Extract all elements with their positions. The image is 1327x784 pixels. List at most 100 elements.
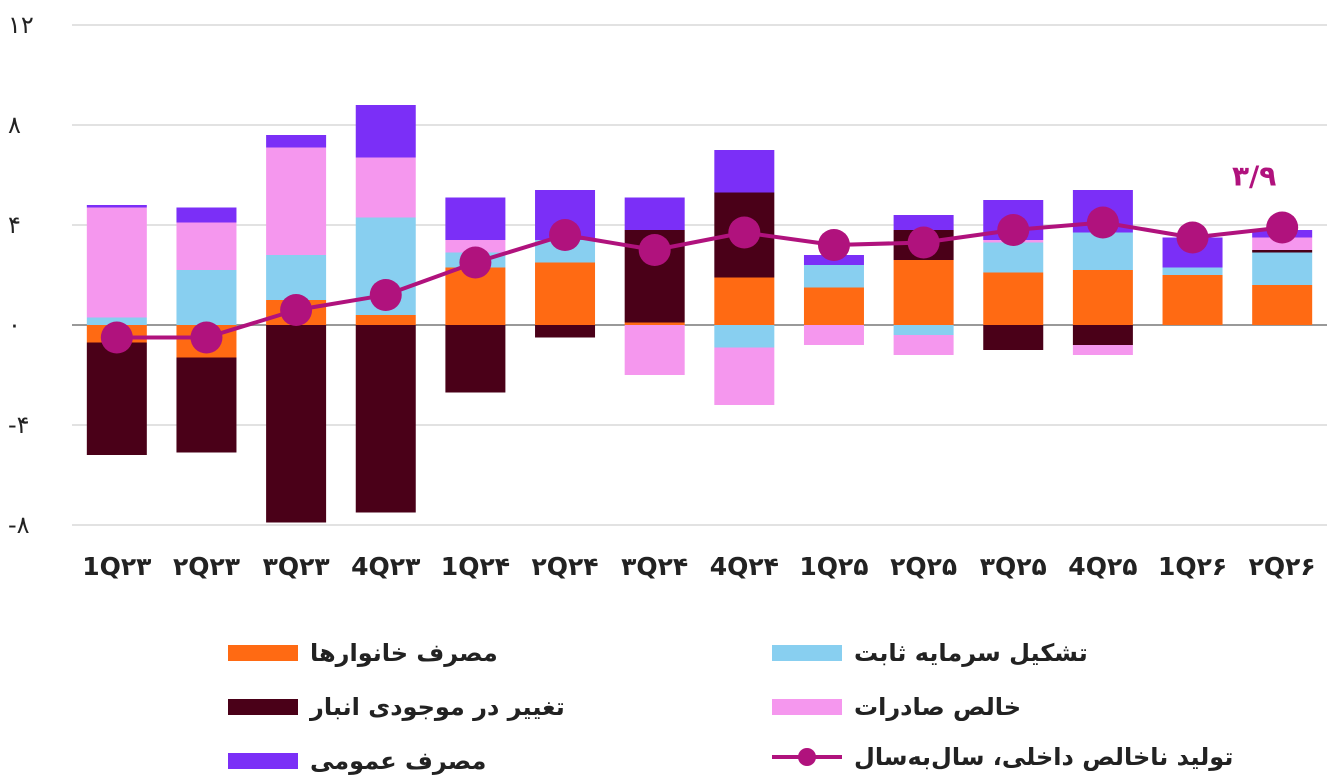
bar-segment: [983, 272, 1044, 325]
bar-segment: [86, 205, 147, 208]
bar-segment: [1072, 345, 1133, 355]
gdp-point: [1086, 206, 1119, 239]
bar-segment: [176, 207, 237, 223]
gdp-point: [549, 219, 582, 251]
bar-segment: [1252, 252, 1313, 285]
gdp-point: [817, 229, 850, 261]
bar-segment: [1252, 285, 1313, 325]
data-label: ۳/۹: [1232, 160, 1276, 193]
gdp-point: [907, 226, 940, 259]
bar-segment: [266, 255, 327, 300]
bar-segment: [893, 215, 954, 230]
gdp-point: [100, 321, 133, 354]
legend-swatch: [228, 699, 298, 715]
gdp-point: [1266, 211, 1299, 244]
legend-item-household-consumption: مصرف خانوارها: [228, 639, 498, 667]
x-tick-label: 4Q۲۴: [710, 552, 779, 581]
x-tick-label: ۲Q۲۴: [532, 552, 599, 581]
legend-item-fixed-capital: تشکیل سرمایه ثابت: [772, 639, 1088, 667]
chart-plot: -۸ -۴ ۰ ۴ ۸ ۱۲ 1Q۲۳ ۲Q۲۳ ۳Q۲۳ 4Q۲۳ 1Q۲۴ ۲Q۲۴ ۳Q۲۴ 4Q۲…: [8, 11, 1327, 581]
x-tick-label: ۲Q۲۵: [890, 552, 957, 581]
legend-line-marker: [772, 745, 842, 769]
legend-label: مصرف عمومی: [310, 747, 487, 775]
bar-segment: [803, 265, 864, 288]
legend-label: تشکیل سرمایه ثابت: [854, 639, 1088, 667]
x-tick-label: ۳Q۲۳: [263, 552, 330, 581]
bar-segment: [1162, 267, 1223, 275]
bar-segment: [714, 347, 775, 405]
x-tick-label: 4Q۲۳: [351, 552, 420, 581]
bar-segment: [86, 317, 147, 325]
bar-segment: [624, 322, 685, 325]
bar-segment: [535, 240, 596, 263]
bar-segment: [1252, 237, 1313, 250]
x-tick-label: 1Q۲۳: [82, 552, 151, 581]
bar-segment: [803, 287, 864, 325]
gdp-point: [190, 321, 223, 354]
gdp-point: [280, 294, 313, 326]
bar-segment: [1072, 270, 1133, 325]
bar-segment: [624, 325, 685, 375]
bar-segment: [176, 222, 237, 270]
gdp-point: [728, 216, 761, 249]
bar-segment: [1252, 250, 1313, 253]
bar-segment: [86, 342, 147, 455]
gdp-point: [1176, 221, 1209, 254]
bar-segment: [893, 325, 954, 335]
bar-segment: [445, 240, 506, 253]
bar-segment: [983, 325, 1044, 350]
legend-label: تغییر در موجودی انبار: [310, 693, 565, 721]
x-tick-label: 1Q۲۶: [1158, 552, 1227, 581]
x-tick-label: ۲Q۲۳: [173, 552, 240, 581]
x-tick-label: ۲Q۲۶: [1249, 552, 1316, 581]
bar-segment: [445, 325, 506, 393]
bar-segment: [1072, 325, 1133, 345]
legend-swatch: [228, 753, 298, 769]
chart-legend: مصرف خانوارها تغییر در موجودی انبار مصرف…: [0, 625, 1327, 784]
bar-segment: [714, 150, 775, 193]
bar-segment: [445, 197, 506, 240]
legend-label: خالص صادرات: [854, 693, 1022, 721]
bar-segment: [266, 135, 327, 148]
bar-segment: [355, 325, 416, 513]
bar-segment: [355, 157, 416, 218]
legend-item-government-consumption: مصرف عمومی: [228, 747, 486, 775]
x-tick-label: 1Q۲۴: [441, 552, 510, 581]
bar-segment: [535, 325, 596, 338]
bar-segment: [535, 262, 596, 325]
legend-label: مصرف خانوارها: [310, 639, 498, 667]
bar-segment: [624, 197, 685, 230]
legend-swatch: [772, 699, 842, 715]
legend-item-gdp-line: تولید ناخالص داخلی، سال‌به‌سال: [772, 743, 1233, 771]
y-tick-label: ۸: [8, 111, 21, 139]
y-tick-label: -۸: [8, 511, 30, 539]
y-tick-label: ۴: [8, 211, 21, 239]
legend-swatch: [228, 645, 298, 661]
y-tick-label: ۱۲: [8, 11, 34, 39]
x-tick-label: 1Q۲۵: [799, 552, 868, 581]
gdp-point: [459, 246, 492, 279]
bar-segment: [266, 147, 327, 255]
legend-swatch: [772, 645, 842, 661]
y-tick-label: -۴: [8, 411, 30, 439]
gdp-point: [369, 279, 402, 311]
legend-item-net-exports: خالص صادرات: [772, 693, 1021, 721]
legend-item-inventory-change: تغییر در موجودی انبار: [228, 693, 565, 721]
y-tick-label: ۰: [8, 311, 21, 339]
bar-segment: [176, 270, 237, 325]
bar-segment: [893, 260, 954, 325]
bar-segment: [355, 315, 416, 325]
bar-segment: [1072, 232, 1133, 270]
bar-segment: [1162, 275, 1223, 325]
bar-segment: [803, 325, 864, 345]
bar-segment: [355, 105, 416, 158]
x-tick-label: ۳Q۲۴: [621, 552, 688, 581]
bar-segment: [714, 325, 775, 348]
gdp-point: [997, 214, 1030, 246]
gdp-point: [638, 234, 671, 266]
bar-segment: [86, 207, 147, 318]
x-tick-label: 4Q۲۵: [1068, 552, 1137, 581]
bar-segment: [714, 277, 775, 325]
x-tick-label: ۳Q۲۵: [980, 552, 1047, 581]
bar-segment: [266, 325, 327, 523]
